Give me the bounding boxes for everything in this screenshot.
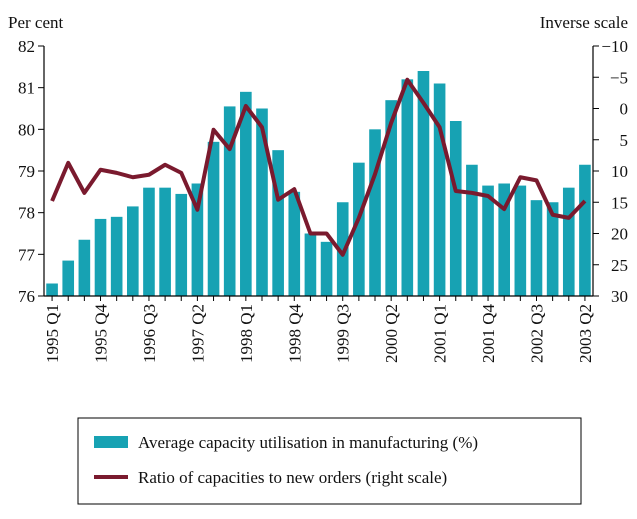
y2-tick-label: −10	[601, 37, 628, 56]
y2-tick-label: 25	[611, 256, 628, 275]
bar	[579, 164, 591, 296]
x-tick-label: 1995 Q4	[92, 304, 111, 364]
x-tick-label: 2001 Q1	[431, 304, 450, 363]
x-tick-label: 2003 Q2	[576, 304, 595, 363]
x-tick-label: 1995 Q1	[43, 304, 62, 363]
bar	[272, 150, 284, 296]
bar	[191, 183, 204, 296]
y2-tick-label: 20	[611, 225, 628, 244]
y2-tick-label: −5	[610, 68, 628, 87]
x-tick-label: 2001 Q4	[479, 304, 498, 364]
y-tick-label: 80	[18, 120, 35, 139]
legend-label: Ratio of capacities to new orders (right…	[138, 468, 447, 487]
legend-label: Average capacity utilisation in manufact…	[138, 433, 478, 452]
y2-tick-label: 15	[611, 193, 628, 212]
bar	[514, 185, 527, 296]
bar	[256, 108, 268, 296]
y2-tick-label: 5	[620, 131, 629, 150]
legend-box	[77, 417, 582, 505]
y-tick-label: 82	[18, 37, 35, 56]
y2-tick-label: 10	[611, 162, 628, 181]
bar	[498, 183, 511, 296]
x-tick-label: 2002 Q3	[527, 304, 546, 363]
bar	[336, 202, 349, 296]
bar	[240, 91, 252, 296]
bar	[94, 218, 107, 296]
x-tick-label: 1996 Q3	[140, 304, 159, 363]
y2-axis-label: Inverse scale	[540, 13, 628, 32]
y-tick-label: 79	[18, 162, 35, 181]
bar	[546, 202, 559, 296]
bar	[449, 121, 462, 296]
bar	[562, 187, 575, 296]
y-tick-label: 78	[18, 204, 35, 223]
x-tick-label: 2000 Q2	[382, 304, 401, 363]
bar	[143, 187, 155, 296]
bar	[482, 185, 494, 296]
bar	[401, 79, 414, 296]
bar	[304, 233, 317, 296]
bar	[223, 106, 236, 297]
bar	[62, 260, 75, 296]
y-axis-label: Per cent	[8, 13, 64, 32]
bar	[385, 100, 397, 297]
x-tick-label: 1998 Q1	[237, 304, 256, 363]
bar	[288, 191, 301, 296]
line	[50, 77, 587, 257]
bar	[46, 283, 58, 296]
bar	[110, 216, 123, 296]
bar	[353, 162, 365, 296]
y-tick-label: 77	[18, 245, 36, 264]
bar	[433, 83, 446, 296]
y2-tick-label: 30	[611, 287, 628, 306]
legend-swatch	[94, 436, 128, 448]
bar	[78, 239, 91, 296]
bar	[320, 241, 333, 296]
bar	[159, 187, 171, 296]
bar	[175, 193, 188, 296]
bar	[207, 141, 220, 296]
bar	[466, 164, 478, 296]
bar	[530, 200, 543, 296]
x-tick-label: 1998 Q4	[285, 304, 304, 364]
y-tick-label: 76	[18, 287, 35, 306]
bar	[126, 206, 139, 296]
bar	[417, 71, 430, 296]
bar	[369, 129, 381, 296]
x-tick-label: 1997 Q2	[188, 304, 207, 363]
x-tick-label: 1999 Q3	[334, 304, 353, 363]
y2-tick-label: 0	[620, 100, 629, 119]
y-tick-label: 81	[18, 79, 35, 98]
